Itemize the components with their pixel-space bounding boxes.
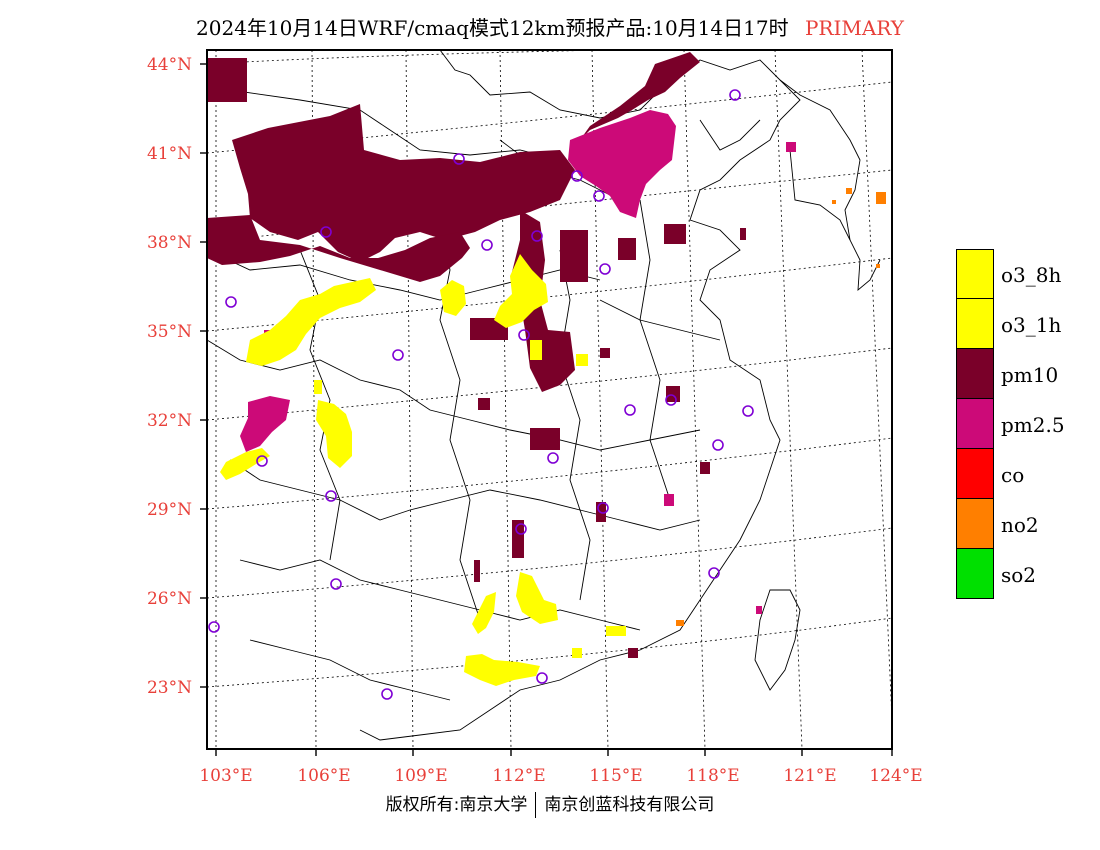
footer-divider [535,792,537,818]
legend-swatch [956,399,994,449]
legend-label: pm2.5 [1001,413,1065,437]
lat-label: 41°N [147,144,192,164]
legend-label: o3_1h [1001,313,1062,337]
legend-swatch [956,449,994,499]
lat-label: 35°N [147,322,192,342]
legend-item-o3-1h: o3_1h [956,299,1080,349]
lat-label: 26°N [147,589,192,609]
copyright-left: 版权所有:南京大学 [385,795,528,815]
legend-item-o3-8h: o3_8h [956,249,1080,299]
legend-swatch [956,499,994,549]
station-markers [208,89,754,700]
map-frame [206,49,893,750]
legend-label: o3_8h [1001,263,1062,287]
lon-label: 106°E [297,766,350,786]
legend-label: no2 [1001,513,1039,537]
legend-label: co [1001,463,1025,487]
lat-label: 23°N [147,678,192,698]
boundaries [207,50,881,741]
lon-label: 118°E [686,766,739,786]
copyright-right: 南京创蓝科技有限公司 [544,795,715,815]
lat-label: 38°N [147,233,192,253]
pollutant-legend: o3_8h o3_1h pm10 pm2.5 co no2 so2 [956,249,1080,599]
lat-label: 44°N [147,55,192,75]
axis-ticks [200,63,893,756]
map-content [207,50,892,749]
legend-item-so2: so2 [956,549,1080,599]
legend-label: pm10 [1001,363,1059,387]
map-title-main: 2024年10月14日WRF/cmaq模式12km预报产品:10月14日17时 [196,16,789,40]
lon-label: 103°E [199,766,252,786]
legend-item-pm10: pm10 [956,349,1080,399]
pm10-region [207,52,746,658]
legend-swatch [956,349,994,399]
legend-swatch [956,549,994,599]
legend-swatch [956,249,994,299]
lon-label: 109°E [394,766,447,786]
no2-region [676,188,886,626]
primary-tag: PRIMARY [804,16,904,40]
lon-label: 115°E [589,766,642,786]
copyright-footer: 版权所有:南京大学 南京创蓝科技有限公司 [0,790,1100,818]
lon-label: 112°E [492,766,545,786]
lon-label: 124°E [869,766,922,786]
legend-label: so2 [1001,563,1037,587]
o3-region [220,254,626,686]
lon-label: 121°E [783,766,836,786]
legend-item-pm25: pm2.5 [956,399,1080,449]
lat-label: 32°N [147,411,192,431]
lat-label: 29°N [147,500,192,520]
map-title: 2024年10月14日WRF/cmaq模式12km预报产品:10月14日17时 … [0,12,1100,41]
legend-item-co: co [956,449,1080,499]
legend-item-no2: no2 [956,499,1080,549]
legend-swatch [956,299,994,349]
